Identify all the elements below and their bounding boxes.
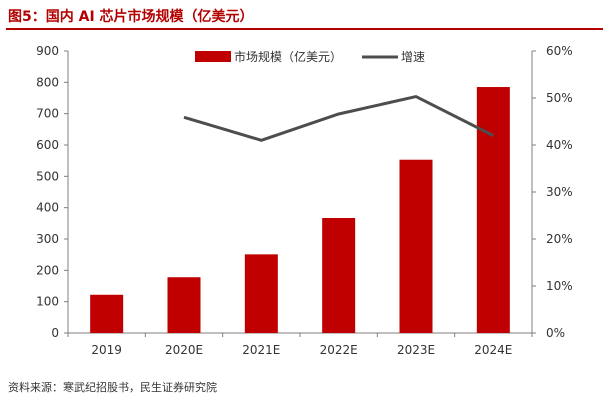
left-tick-label: 400 xyxy=(36,201,59,215)
bar-market-size xyxy=(322,218,356,333)
left-tick-label: 100 xyxy=(36,295,59,309)
legend-label-market-size: 市场规模（亿美元） xyxy=(234,49,342,64)
line-growth-rate xyxy=(183,95,495,142)
left-tick-label: 0 xyxy=(51,326,59,340)
left-tick-label: 900 xyxy=(36,44,59,58)
bar-market-size xyxy=(244,254,278,333)
right-tick-label: 50% xyxy=(546,91,573,105)
x-tick-label: 2024E xyxy=(474,343,512,357)
legend-label-growth: 增速 xyxy=(401,50,425,64)
bar-market-size xyxy=(399,159,433,333)
left-tick-label: 800 xyxy=(36,75,59,89)
left-tick-label: 700 xyxy=(36,107,59,121)
left-tick-label: 600 xyxy=(36,138,59,152)
left-tick-label: 300 xyxy=(36,232,59,246)
bar-market-size xyxy=(476,87,510,334)
legend-swatch-market-size xyxy=(195,51,231,62)
title-divider xyxy=(6,28,603,30)
x-tick-label: 2019 xyxy=(91,343,122,357)
left-tick-label: 200 xyxy=(36,263,59,277)
left-tick-label: 500 xyxy=(36,169,59,183)
x-tick-label: 2023E xyxy=(397,343,435,357)
source-note: 资料来源：寒武纪招股书，民生证券研究院 xyxy=(8,381,217,394)
bar-market-size xyxy=(167,277,201,333)
x-tick-label: 2021E xyxy=(242,343,280,357)
bar-market-size xyxy=(90,294,124,333)
right-tick-label: 10% xyxy=(546,279,573,293)
right-tick-label: 20% xyxy=(546,232,573,246)
right-tick-label: 30% xyxy=(546,185,573,199)
right-tick-label: 60% xyxy=(546,44,573,58)
x-tick-label: 2022E xyxy=(320,343,358,357)
x-tick-label: 2020E xyxy=(165,343,203,357)
right-tick-label: 0% xyxy=(546,326,565,340)
right-tick-label: 40% xyxy=(546,138,573,152)
figure-title: 图5：国内 AI 芯片市场规模（亿美元） xyxy=(8,9,254,25)
